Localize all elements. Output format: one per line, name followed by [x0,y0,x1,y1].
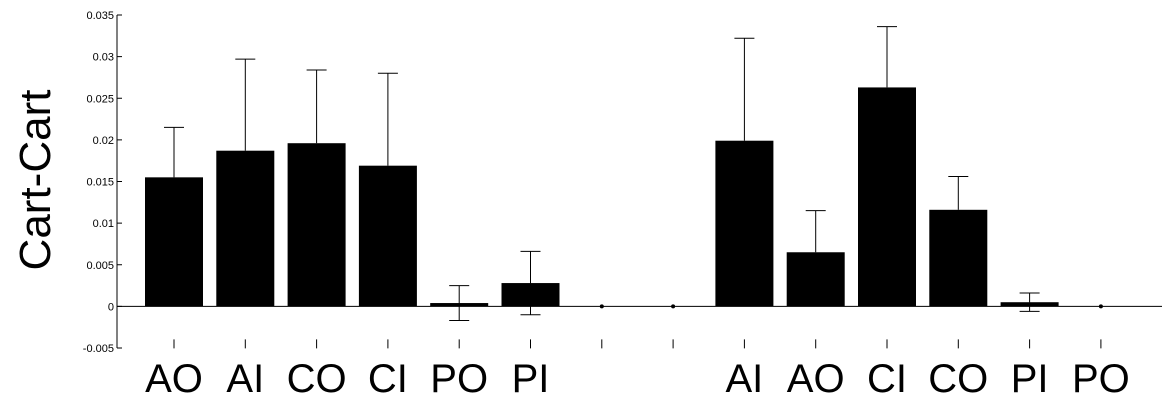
x-tick-label: PO [430,357,488,401]
y-tick-label: 0.01 [93,218,114,230]
y-tick-label: 0.015 [86,177,114,189]
error-bars [164,26,1040,322]
bar [287,143,346,307]
bar-marker [599,304,604,309]
y-tick-label: 0.02 [93,135,114,147]
bar [358,165,417,307]
y-ticks: -0.005 0 0.005 0.01 0.015 0.02 0.025 0.03 0.035 [83,10,122,355]
y-tick-label: 0 [108,301,114,313]
x-tick-label: CO [287,357,347,401]
bar [929,209,988,307]
x-tick-label: CI [368,357,408,401]
bar [858,87,916,307]
y-tick-label: -0.005 [83,343,114,355]
bar-marker [1098,304,1103,309]
bar [216,150,275,307]
y-tick-label: 0.03 [93,52,114,64]
x-tick-label: PI [512,357,550,401]
bar [145,177,203,307]
x-tick-label: PO [1072,357,1130,401]
y-axis-label: Cart-Cart [11,90,60,271]
y-tick-label: 0.005 [86,260,114,272]
x-tick-label: AO [145,357,203,401]
x-tick-label: AI [226,357,264,401]
bar [786,252,845,307]
bars [145,87,1103,309]
x-tick-labels: AO AI CO CI PO PI AI AO CI CO PI PO [145,357,1130,401]
x-tick-label: AI [726,357,764,401]
x-tick-label: CI [867,357,907,401]
y-tick-label: 0.025 [86,93,114,105]
y-tick-label: 0.035 [86,10,114,22]
x-tick-label: AO [787,357,845,401]
bar-marker [671,304,676,309]
bar [715,140,774,307]
x-tick-label: PI [1011,357,1049,401]
x-tick-label: CO [928,357,988,401]
